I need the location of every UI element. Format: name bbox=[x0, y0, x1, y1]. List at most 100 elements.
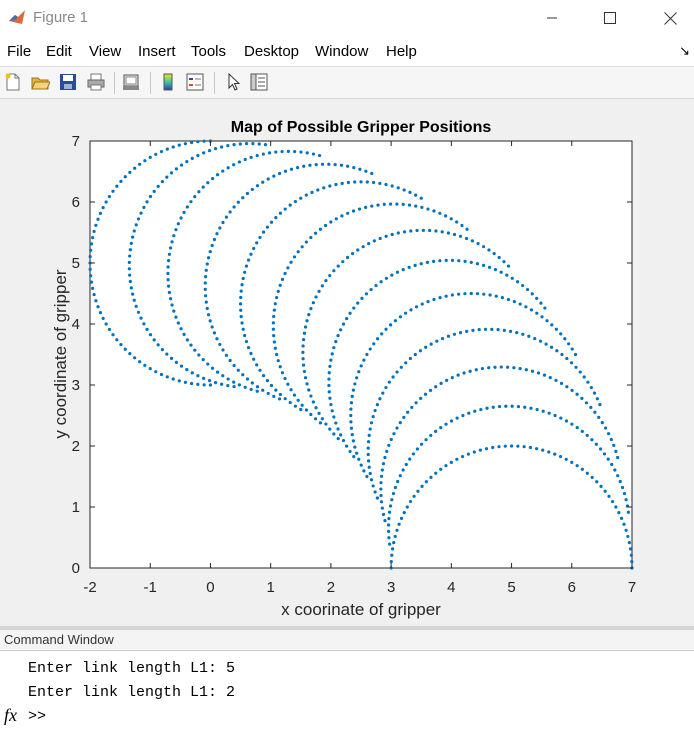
data-point bbox=[263, 143, 268, 147]
new-figure-icon[interactable] bbox=[3, 72, 23, 92]
data-point bbox=[265, 379, 269, 383]
command-output-line: Enter link length L1: 2 bbox=[28, 684, 236, 701]
command-window[interactable]: Enter link length L1: 5 Enter link lengt… bbox=[0, 651, 694, 756]
data-point bbox=[336, 334, 340, 338]
data-point bbox=[174, 228, 178, 232]
menu-edit[interactable]: Edit bbox=[46, 43, 72, 60]
data-point bbox=[398, 474, 402, 478]
minimize-button[interactable] bbox=[522, 0, 582, 36]
data-point bbox=[598, 402, 602, 407]
data-point bbox=[460, 223, 464, 228]
data-point bbox=[475, 292, 480, 296]
data-point bbox=[419, 396, 423, 400]
data-point bbox=[409, 229, 413, 233]
open-file-icon[interactable] bbox=[30, 72, 50, 92]
data-point bbox=[221, 169, 225, 173]
menu-help[interactable]: Help bbox=[386, 43, 417, 60]
chart-title: Map of Possible Gripper Positions bbox=[231, 119, 492, 136]
data-point bbox=[309, 307, 313, 311]
data-point bbox=[302, 369, 306, 374]
data-point bbox=[170, 303, 174, 307]
data-point bbox=[364, 169, 368, 173]
data-point bbox=[434, 471, 438, 475]
print-preview-icon[interactable] bbox=[121, 72, 141, 92]
data-point bbox=[384, 182, 388, 187]
data-point bbox=[414, 204, 418, 208]
data-point bbox=[390, 547, 395, 551]
data-point bbox=[391, 491, 396, 496]
pane-splitter[interactable] bbox=[0, 626, 694, 630]
data-point bbox=[197, 190, 201, 194]
menu-file[interactable]: File bbox=[7, 43, 32, 60]
menu-tools[interactable]: Tools bbox=[191, 43, 227, 60]
maximize-button[interactable] bbox=[580, 0, 640, 36]
data-point bbox=[404, 361, 408, 365]
data-point bbox=[401, 268, 405, 272]
data-point bbox=[101, 316, 105, 320]
property-inspector-icon[interactable] bbox=[249, 72, 269, 92]
data-point bbox=[334, 340, 338, 344]
data-point bbox=[232, 205, 236, 209]
save-icon[interactable] bbox=[58, 72, 78, 92]
data-point bbox=[205, 306, 209, 311]
data-point bbox=[351, 388, 355, 392]
data-point bbox=[308, 163, 312, 167]
data-point bbox=[174, 167, 179, 171]
data-point bbox=[327, 390, 331, 394]
data-point bbox=[127, 260, 131, 265]
data-point bbox=[278, 392, 283, 397]
data-point bbox=[429, 433, 433, 438]
print-icon[interactable] bbox=[86, 72, 106, 92]
data-point bbox=[528, 445, 533, 450]
data-point bbox=[261, 373, 266, 378]
data-point bbox=[419, 196, 423, 200]
data-point bbox=[374, 283, 378, 288]
data-point bbox=[357, 207, 362, 211]
command-prompt[interactable]: >> bbox=[28, 708, 47, 725]
data-point bbox=[324, 422, 328, 426]
colorbar-icon[interactable] bbox=[158, 72, 178, 92]
function-browser-icon[interactable]: fx bbox=[4, 705, 17, 725]
data-point bbox=[389, 202, 393, 206]
menu-desktop[interactable]: Desktop bbox=[244, 43, 300, 60]
data-point bbox=[432, 259, 436, 263]
data-point bbox=[389, 437, 393, 442]
data-point bbox=[512, 366, 516, 370]
data-point bbox=[88, 255, 92, 259]
data-point bbox=[626, 510, 630, 514]
data-point bbox=[457, 292, 461, 296]
menu-view[interactable]: View bbox=[89, 43, 122, 60]
data-point bbox=[301, 337, 306, 342]
data-point bbox=[250, 187, 254, 192]
data-point bbox=[435, 339, 439, 343]
menu-window[interactable]: Window bbox=[315, 43, 369, 60]
data-point bbox=[438, 259, 442, 263]
data-point bbox=[565, 385, 569, 389]
data-point bbox=[134, 223, 138, 227]
legend-icon[interactable] bbox=[185, 72, 205, 92]
data-point bbox=[218, 226, 222, 230]
data-point bbox=[404, 311, 408, 315]
pointer-icon[interactable] bbox=[223, 72, 243, 92]
data-point bbox=[392, 541, 396, 545]
dock-arrow-icon[interactable]: ↘ bbox=[679, 43, 690, 58]
data-point bbox=[466, 452, 470, 456]
data-point bbox=[366, 446, 370, 450]
data-point bbox=[206, 181, 210, 185]
data-point bbox=[119, 343, 123, 347]
x-tick-label: -2 bbox=[83, 579, 96, 596]
data-point bbox=[499, 270, 503, 274]
data-point bbox=[432, 297, 436, 302]
data-point bbox=[241, 373, 245, 377]
menu-insert[interactable]: Insert bbox=[138, 43, 176, 60]
data-point bbox=[332, 269, 336, 273]
close-button[interactable] bbox=[640, 0, 694, 36]
data-point bbox=[243, 385, 247, 389]
data-point bbox=[96, 217, 100, 221]
data-point bbox=[564, 419, 569, 423]
data-point bbox=[359, 180, 363, 184]
data-point bbox=[367, 433, 371, 437]
data-point bbox=[375, 402, 379, 407]
scatter-chart[interactable]: -2 -1 0 1 2 3 4 5 6 7 0 1 2 3 4 5 6 7 Map of Possible Gri… bbox=[0, 99, 694, 626]
data-point bbox=[300, 245, 304, 249]
